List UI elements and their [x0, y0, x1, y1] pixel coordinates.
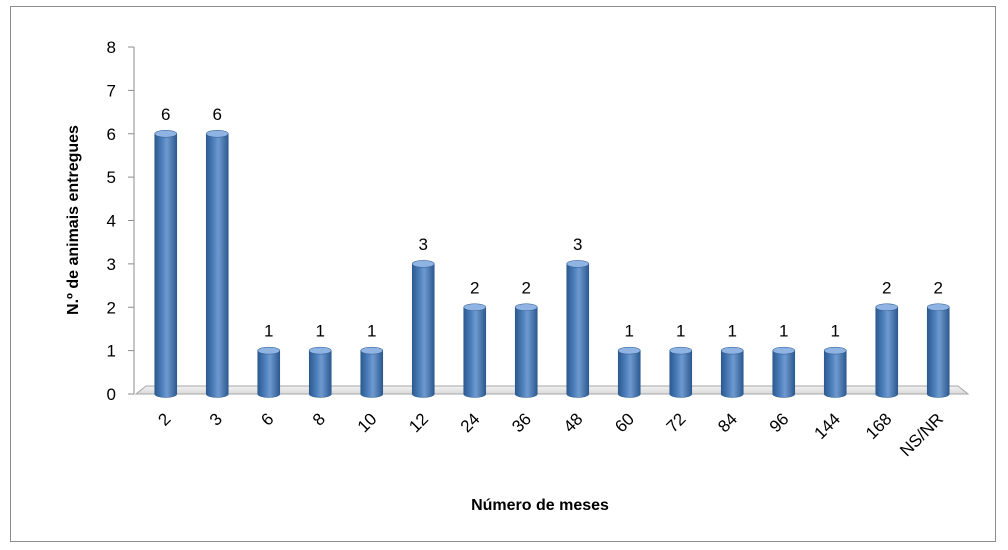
bar-data-label: 1 — [831, 322, 840, 341]
bar-body — [823, 350, 847, 398]
bar-data-label: 2 — [522, 278, 531, 297]
x-tick-label: 3 — [206, 409, 226, 429]
bar-body — [566, 263, 590, 398]
data-labels: 6 6 1 1 1 3 2 2 3 1 1 1 1 1 2 2 — [161, 105, 943, 341]
bar-data-label: 1 — [316, 322, 325, 341]
bar-top — [411, 260, 435, 268]
bar-top — [669, 346, 693, 355]
bar-data-label: 6 — [213, 105, 222, 124]
x-tick-label: 84 — [714, 409, 741, 436]
y-tick-label: 6 — [107, 125, 116, 144]
bar — [566, 260, 590, 398]
bar-top — [617, 346, 641, 355]
bar-body — [411, 263, 435, 398]
bar-data-label: 2 — [934, 278, 943, 297]
bar-data-label: 1 — [367, 322, 376, 341]
bar-data-label: 2 — [470, 278, 479, 297]
bar — [669, 346, 693, 398]
bar — [463, 303, 487, 398]
bar-data-label: 3 — [419, 235, 428, 254]
bar — [360, 346, 384, 398]
bar-data-label: 3 — [573, 235, 582, 254]
y-tick-label: 0 — [107, 385, 116, 404]
bar-top — [875, 303, 899, 312]
x-tick-label: 48 — [560, 409, 587, 436]
bar-body — [154, 133, 178, 398]
x-tick-label: 36 — [508, 409, 535, 436]
bar-body — [257, 350, 281, 398]
y-tick-label: 5 — [107, 168, 116, 187]
bar — [617, 346, 641, 398]
bar-body — [875, 306, 899, 398]
bar — [875, 303, 899, 398]
bar-data-label: 1 — [625, 322, 634, 341]
bar-data-label: 6 — [161, 105, 170, 124]
bar-body — [205, 133, 229, 398]
bar-top — [772, 346, 796, 355]
bar — [772, 346, 796, 398]
x-tick-label: 96 — [766, 409, 793, 436]
bar — [308, 346, 332, 398]
bar-body — [617, 350, 641, 398]
x-tick-label: 2 — [154, 409, 174, 429]
bar-data-label: 1 — [728, 322, 737, 341]
x-tick-label: 6 — [257, 409, 277, 429]
y-tick-label: 2 — [107, 298, 116, 317]
y-tick-label: 3 — [107, 255, 116, 274]
y-tick-label: 1 — [107, 342, 116, 361]
bar-top — [720, 346, 744, 355]
bar-data-label: 1 — [264, 322, 273, 341]
bar-body — [669, 350, 693, 398]
bar-body — [463, 306, 487, 398]
bar — [823, 346, 847, 398]
bar — [154, 129, 178, 398]
bar — [205, 129, 229, 398]
x-tick-label: 144 — [811, 409, 844, 442]
y-tick-label: 7 — [107, 81, 116, 100]
x-tick-label: 8 — [309, 409, 329, 429]
bar-top — [205, 129, 229, 138]
bar-top — [463, 303, 487, 312]
x-tick-label: NS/NR — [896, 409, 947, 460]
bar-body — [926, 306, 950, 398]
bar — [720, 346, 744, 398]
bar-data-label: 2 — [882, 278, 891, 297]
bar-top — [360, 346, 384, 355]
x-tick-label: 24 — [457, 409, 484, 436]
bar-body — [308, 350, 332, 398]
x-tick-label: 60 — [611, 409, 638, 436]
bar — [257, 346, 281, 398]
bar-top — [514, 303, 538, 312]
axes — [128, 46, 135, 395]
bar-top — [926, 303, 950, 312]
bar — [514, 303, 538, 398]
bar-body — [514, 306, 538, 398]
bar-top — [308, 346, 332, 355]
bar-data-label: 1 — [676, 322, 685, 341]
x-tick-label: 72 — [663, 409, 690, 436]
bar-data-label: 1 — [779, 322, 788, 341]
bar-body — [360, 350, 384, 398]
bar-top — [566, 260, 590, 268]
y-axis-title: N.º de animais entregues — [65, 125, 82, 315]
x-tick-label: 10 — [354, 409, 381, 436]
x-tick-label: 12 — [405, 409, 432, 436]
y-tick-label: 8 — [107, 38, 116, 57]
bars — [154, 129, 950, 398]
x-tick-label: 168 — [862, 409, 895, 442]
bar-top — [154, 129, 178, 138]
bar-body — [772, 350, 796, 398]
y-tick-label: 4 — [107, 212, 116, 231]
bar-top — [257, 346, 281, 355]
bar — [411, 260, 435, 398]
x-axis-title: Número de meses — [471, 497, 609, 514]
bar-top — [823, 346, 847, 355]
bar — [926, 303, 950, 398]
bar-body — [720, 350, 744, 398]
